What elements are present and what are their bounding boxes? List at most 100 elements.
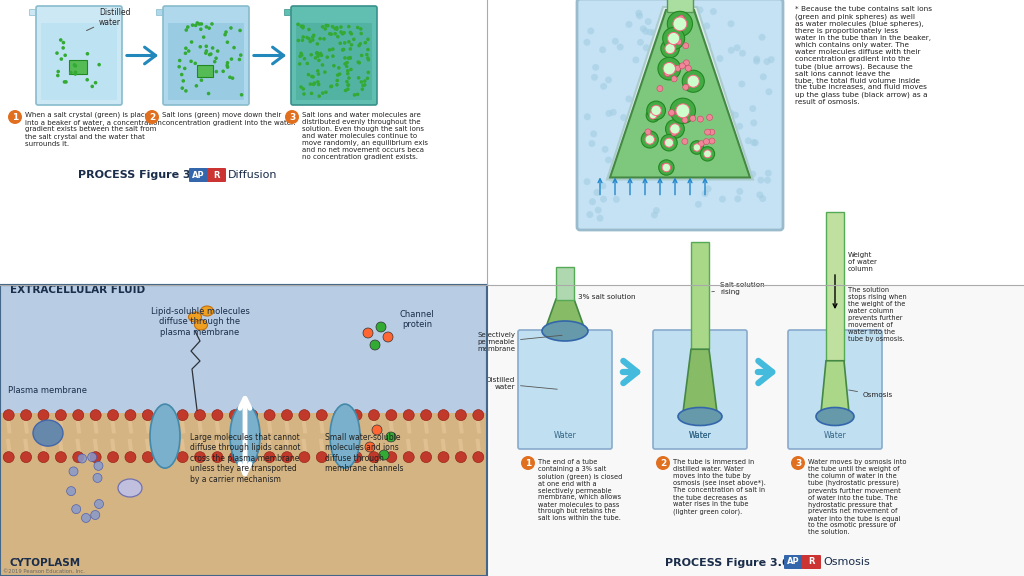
Circle shape bbox=[202, 35, 206, 39]
Bar bbox=[490, 285, 1024, 576]
Circle shape bbox=[324, 27, 327, 31]
Circle shape bbox=[93, 473, 102, 483]
Circle shape bbox=[600, 196, 607, 203]
Circle shape bbox=[690, 115, 695, 122]
Circle shape bbox=[282, 452, 293, 463]
Circle shape bbox=[588, 28, 594, 35]
Circle shape bbox=[584, 113, 591, 120]
Circle shape bbox=[306, 73, 310, 77]
Circle shape bbox=[125, 452, 136, 463]
Circle shape bbox=[194, 24, 198, 27]
Circle shape bbox=[94, 461, 103, 471]
Circle shape bbox=[759, 34, 766, 41]
Circle shape bbox=[675, 23, 681, 29]
Circle shape bbox=[230, 77, 234, 80]
Circle shape bbox=[349, 32, 353, 36]
Circle shape bbox=[321, 92, 325, 95]
Circle shape bbox=[56, 70, 60, 73]
Text: Salt solution
rising: Salt solution rising bbox=[712, 282, 765, 295]
Circle shape bbox=[600, 83, 607, 90]
Circle shape bbox=[349, 43, 353, 47]
Bar bbox=[0, 413, 487, 576]
Circle shape bbox=[759, 195, 766, 202]
Circle shape bbox=[239, 54, 243, 57]
Circle shape bbox=[664, 67, 671, 74]
Circle shape bbox=[311, 38, 314, 42]
Circle shape bbox=[727, 20, 734, 27]
Circle shape bbox=[226, 65, 229, 69]
Text: ©2019 Pearson Education, Inc.: ©2019 Pearson Education, Inc. bbox=[3, 569, 85, 574]
Circle shape bbox=[605, 77, 612, 84]
Circle shape bbox=[221, 70, 225, 73]
Circle shape bbox=[199, 28, 203, 31]
Circle shape bbox=[298, 62, 301, 66]
Circle shape bbox=[73, 63, 76, 67]
Circle shape bbox=[682, 117, 688, 123]
Bar bbox=[691, 242, 709, 349]
Polygon shape bbox=[168, 23, 244, 100]
Circle shape bbox=[599, 46, 606, 53]
Circle shape bbox=[177, 452, 188, 463]
Circle shape bbox=[355, 93, 359, 96]
Polygon shape bbox=[607, 7, 753, 180]
Circle shape bbox=[456, 410, 466, 420]
Circle shape bbox=[765, 169, 772, 177]
Circle shape bbox=[184, 28, 188, 32]
Circle shape bbox=[205, 44, 208, 48]
Circle shape bbox=[223, 33, 227, 36]
Text: CYTOPLASM: CYTOPLASM bbox=[10, 558, 81, 568]
Circle shape bbox=[750, 105, 757, 112]
Circle shape bbox=[764, 177, 771, 184]
Circle shape bbox=[336, 73, 340, 77]
Circle shape bbox=[195, 410, 206, 420]
FancyBboxPatch shape bbox=[784, 555, 803, 569]
FancyBboxPatch shape bbox=[291, 6, 377, 105]
Circle shape bbox=[20, 452, 32, 463]
Circle shape bbox=[208, 26, 211, 30]
Circle shape bbox=[703, 139, 710, 145]
Circle shape bbox=[701, 119, 709, 126]
Circle shape bbox=[791, 456, 805, 470]
Circle shape bbox=[653, 207, 659, 214]
Circle shape bbox=[694, 14, 700, 21]
Circle shape bbox=[216, 50, 219, 53]
Circle shape bbox=[69, 71, 73, 74]
Text: Small water-soluble
molecules and ions
diffuse through
membrane channels: Small water-soluble molecules and ions d… bbox=[325, 433, 403, 473]
Circle shape bbox=[341, 48, 344, 52]
Circle shape bbox=[229, 26, 232, 30]
Circle shape bbox=[676, 69, 683, 75]
Circle shape bbox=[74, 72, 77, 76]
Circle shape bbox=[74, 70, 77, 74]
Text: Diffusion: Diffusion bbox=[228, 170, 278, 180]
Circle shape bbox=[697, 112, 705, 119]
Circle shape bbox=[362, 328, 373, 338]
Text: Plasma membrane: Plasma membrane bbox=[8, 386, 87, 395]
Circle shape bbox=[299, 452, 310, 463]
Circle shape bbox=[366, 77, 370, 80]
Circle shape bbox=[660, 134, 677, 151]
Circle shape bbox=[186, 25, 189, 29]
Circle shape bbox=[247, 452, 258, 463]
Circle shape bbox=[338, 41, 342, 45]
Circle shape bbox=[315, 42, 319, 46]
Circle shape bbox=[311, 82, 315, 86]
Circle shape bbox=[85, 78, 89, 82]
Circle shape bbox=[310, 75, 313, 78]
Circle shape bbox=[229, 452, 241, 463]
Circle shape bbox=[238, 58, 242, 61]
Circle shape bbox=[74, 64, 77, 68]
Circle shape bbox=[764, 58, 770, 65]
Circle shape bbox=[669, 172, 675, 179]
Circle shape bbox=[403, 452, 415, 463]
Circle shape bbox=[326, 24, 330, 28]
FancyBboxPatch shape bbox=[518, 330, 612, 449]
Circle shape bbox=[360, 88, 365, 91]
Circle shape bbox=[695, 201, 701, 208]
Circle shape bbox=[682, 138, 688, 145]
Circle shape bbox=[703, 150, 712, 158]
Circle shape bbox=[326, 55, 329, 59]
Circle shape bbox=[339, 25, 343, 29]
Circle shape bbox=[670, 124, 680, 134]
Circle shape bbox=[587, 211, 593, 218]
Circle shape bbox=[651, 105, 662, 116]
